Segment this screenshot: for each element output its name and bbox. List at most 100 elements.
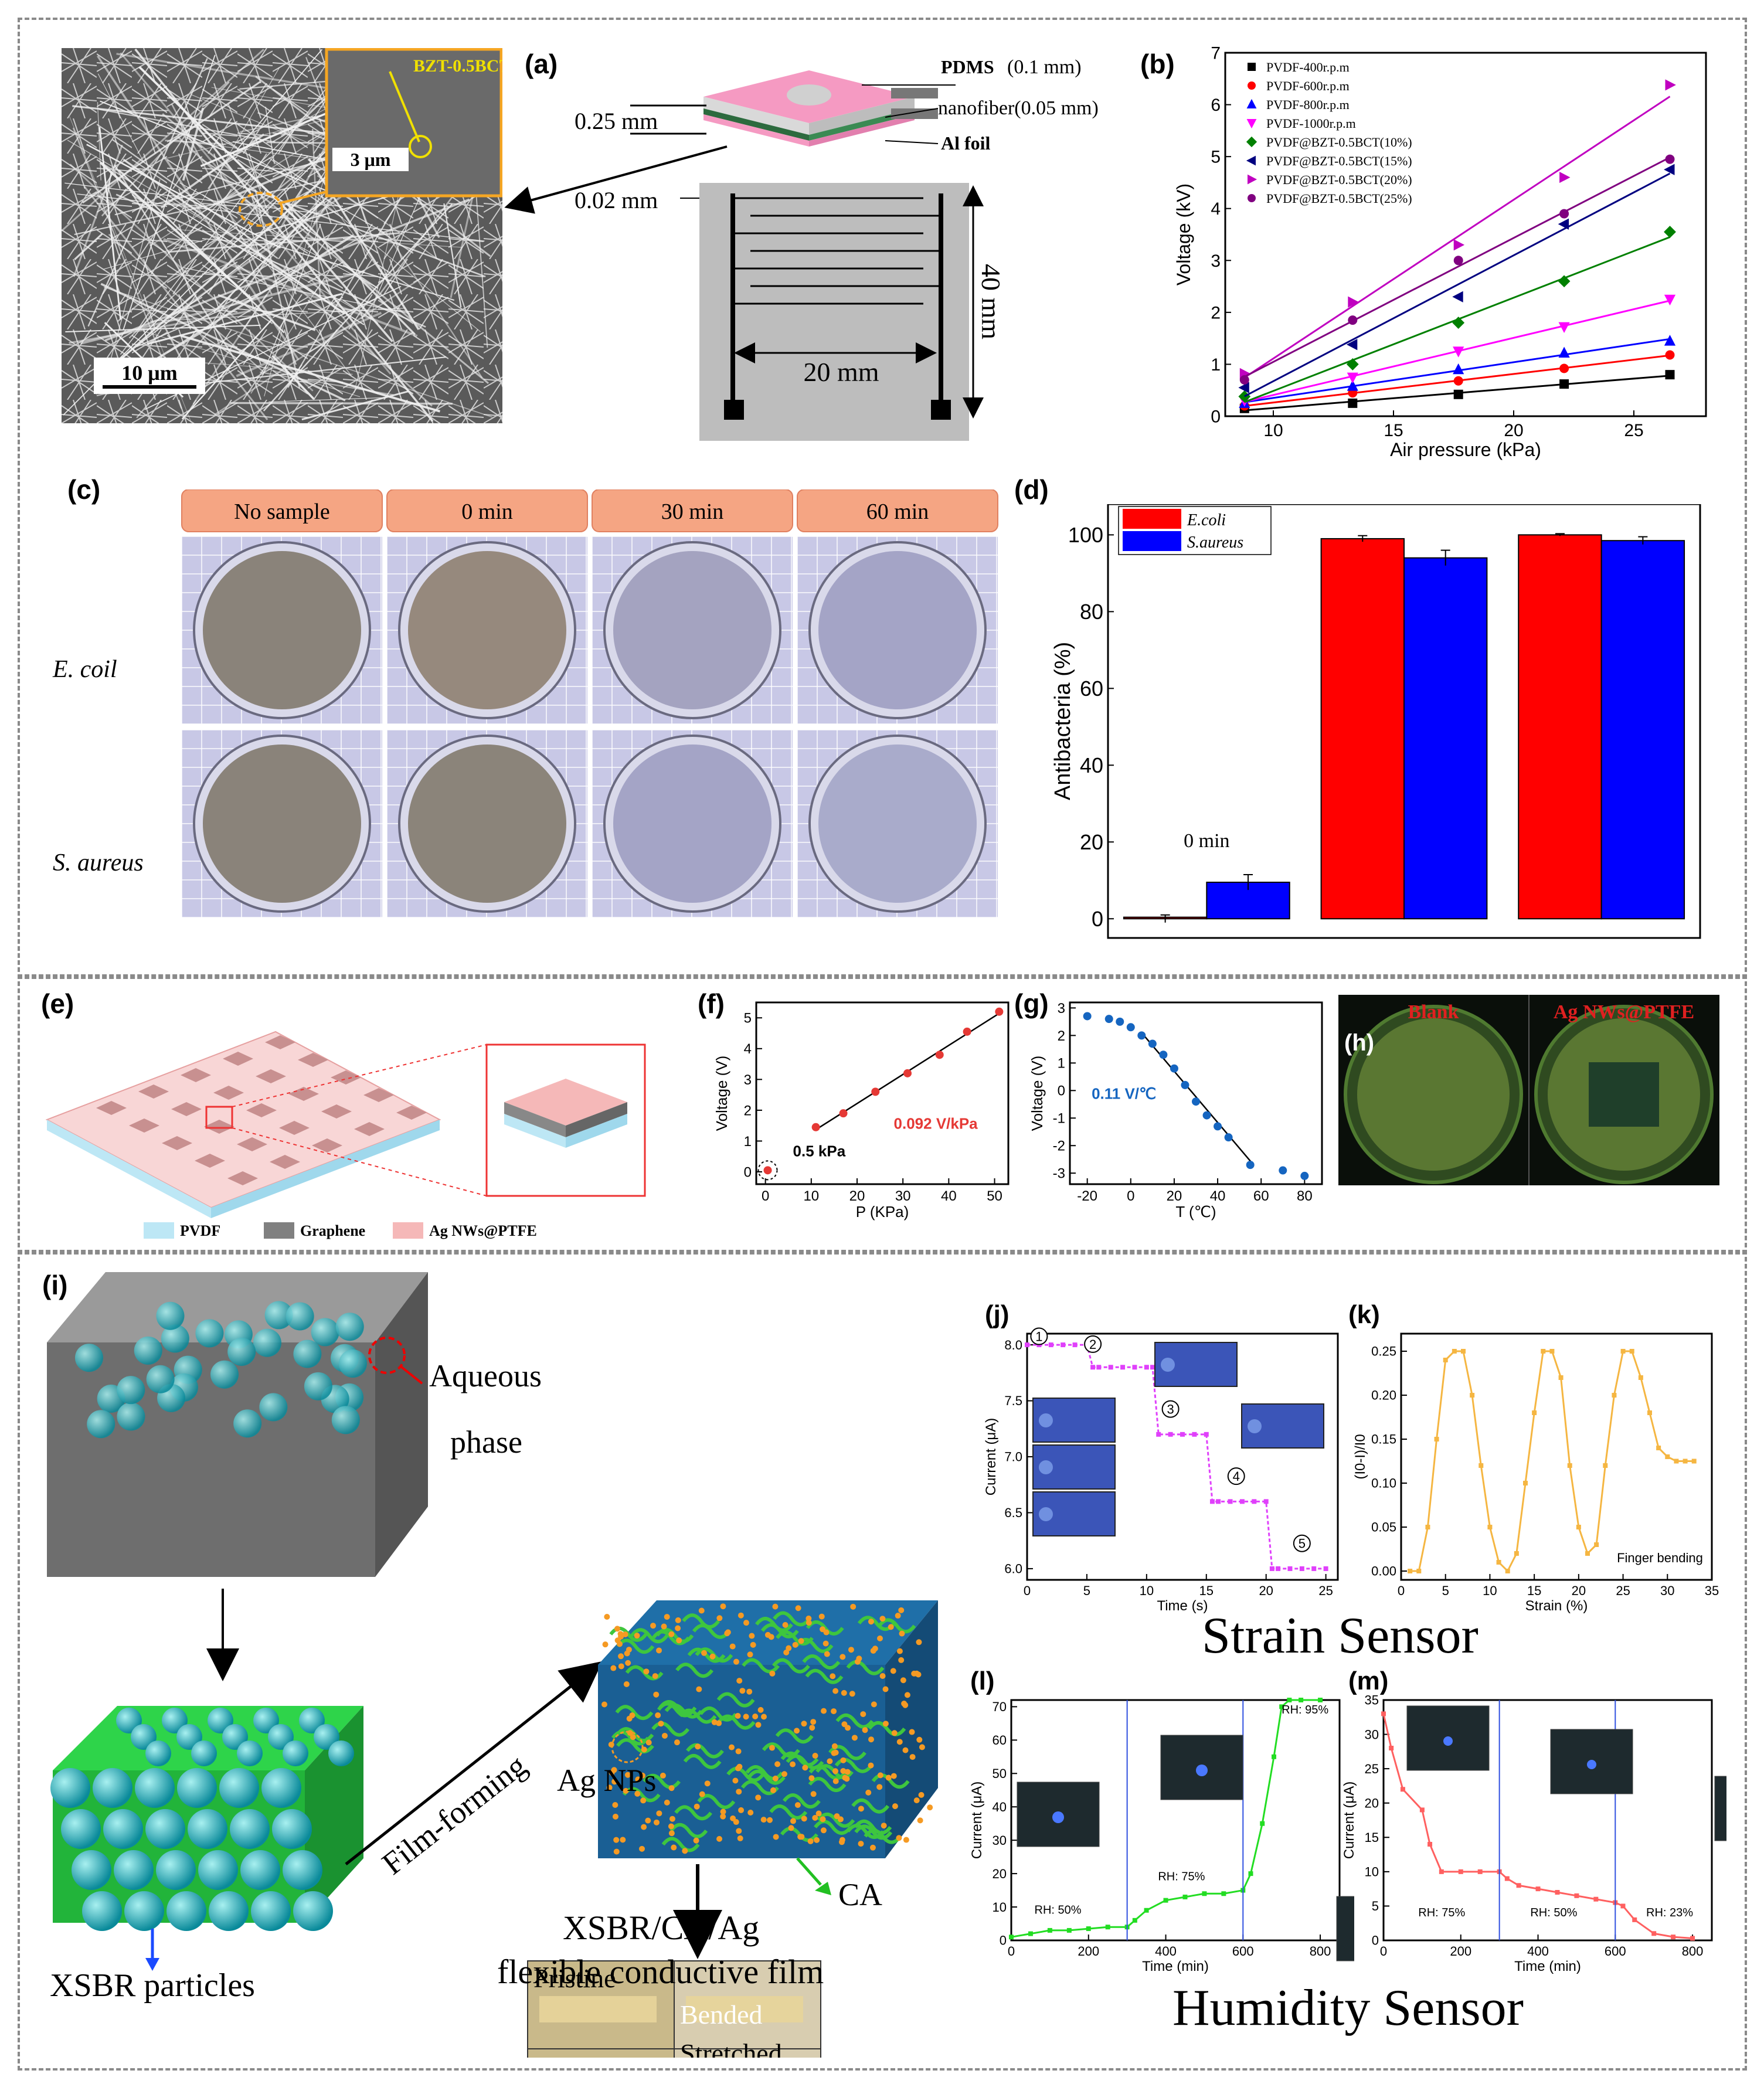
particle <box>335 1313 364 1341</box>
chart-l-xtick: 400 <box>1155 1944 1177 1959</box>
column-header <box>592 489 793 532</box>
data-point <box>1559 171 1571 183</box>
group-label: 0 min <box>1184 830 1229 852</box>
xsbr-particle <box>145 1809 185 1849</box>
legend-label: E.coli <box>1187 511 1226 529</box>
data-point <box>1066 1927 1072 1933</box>
data-point <box>1299 1698 1304 1702</box>
chart-m-xtick: 0 <box>1380 1944 1387 1959</box>
chart-m-ytick: 20 <box>1365 1796 1379 1810</box>
data-point <box>1683 1459 1688 1464</box>
chart-b-ytick: 3 <box>1211 251 1221 271</box>
data-point <box>1674 1459 1679 1464</box>
data-point <box>1651 1931 1657 1936</box>
data-point <box>1126 1023 1135 1032</box>
chart-b-xlabel: Air pressure (kPa) <box>1390 439 1541 460</box>
sensor-pixel <box>162 1136 192 1150</box>
data-point <box>1083 1012 1092 1021</box>
note-label: Finger bending <box>1617 1551 1703 1565</box>
photo-label: Stretched <box>680 2038 782 2058</box>
fit-line <box>1243 96 1671 379</box>
column-header-label: 0 min <box>461 499 513 524</box>
sensor-pixel <box>354 1122 385 1136</box>
data-point <box>1452 291 1463 302</box>
data-point <box>1025 1342 1029 1348</box>
chart-g-ytick: 3 <box>1058 1001 1065 1016</box>
chart-l-xtick: 600 <box>1232 1944 1254 1959</box>
label-c: (c) <box>67 474 101 505</box>
legend-marker <box>1246 155 1256 166</box>
sensor-array-schematic: PVDF Graphene Ag NWs@PTFE <box>45 1031 646 1239</box>
threshold-label: 0.5 kPa <box>793 1143 846 1160</box>
legend-label: Ag NWs@PTFE <box>429 1222 537 1239</box>
particle <box>146 1365 175 1393</box>
chart-g-xlabel: T (℃) <box>1175 1203 1216 1221</box>
film-title-1: XSBR/CA/Ag <box>563 1909 760 1947</box>
chart-m-xtick: 800 <box>1682 1944 1704 1959</box>
column-header <box>181 489 383 532</box>
data-point <box>1549 1349 1555 1354</box>
data-point <box>1664 226 1676 238</box>
data-point <box>1148 1039 1157 1048</box>
data-point <box>1047 1927 1052 1933</box>
particle <box>253 1328 281 1357</box>
data-point <box>1477 1869 1483 1874</box>
column-header-label: 30 min <box>661 499 724 524</box>
bar <box>1320 538 1405 920</box>
data-point <box>1558 275 1571 288</box>
data-point <box>1168 1432 1173 1437</box>
layer-pdms-thick: (0.1 mm) <box>1007 56 1082 78</box>
xsbr-particle <box>230 1809 270 1849</box>
chart-j-ytick: 7.0 <box>1004 1450 1022 1464</box>
chart-b-ytick: 7 <box>1211 47 1221 63</box>
chart-m-ytick: 30 <box>1365 1727 1379 1742</box>
data-point <box>1224 1133 1233 1142</box>
chart-j-ytick: 7.5 <box>1004 1393 1022 1408</box>
xsbr-particle <box>261 1768 301 1808</box>
data-point <box>1594 1542 1599 1547</box>
label-b: (b) <box>1140 49 1175 79</box>
bar <box>1600 540 1685 920</box>
legend-label: PVDF-1000r.p.m <box>1266 116 1356 131</box>
data-point <box>1665 1454 1670 1459</box>
xsbr-particle <box>188 1809 227 1849</box>
inset-label: BZT-0.5BCT <box>413 56 502 76</box>
chart-l-ytick: 10 <box>993 1900 1007 1915</box>
legend-label: PVDF <box>180 1222 220 1239</box>
photo-label: Pristine <box>533 1963 616 1993</box>
legend-label: Graphene <box>300 1222 365 1239</box>
data-point <box>1170 1064 1178 1073</box>
data-point <box>1347 372 1358 383</box>
data-point <box>1425 1525 1430 1529</box>
chart-d-ytick: 60 <box>1080 676 1103 701</box>
chart-m-xtick: 400 <box>1527 1944 1549 1959</box>
column-header <box>797 489 998 532</box>
chart-d-ytick: 40 <box>1080 753 1103 777</box>
chart-d-ylabel: Antibacteria (%) <box>1051 642 1075 800</box>
chart-l-ylabel: Current (μA) <box>969 1782 985 1859</box>
data-point <box>1690 1936 1695 1941</box>
step-marker <box>1030 1327 1048 1345</box>
blank-label: Blank <box>1408 1001 1459 1023</box>
chart-j-ytick: 8.0 <box>1004 1338 1022 1352</box>
step-label: 4 <box>1233 1469 1240 1484</box>
xsbr-particle <box>240 1850 280 1890</box>
chart-f-xtick: 20 <box>849 1188 865 1204</box>
sensor-pixel <box>237 1137 267 1151</box>
xsbr-particle <box>61 1809 101 1849</box>
data-point <box>1276 1566 1281 1571</box>
circuit-photo <box>1714 1776 1726 1841</box>
ag-nps-label: Ag NPs <box>557 1763 657 1798</box>
data-point <box>1287 1566 1293 1571</box>
data-point <box>1116 1017 1124 1026</box>
data-point <box>1239 1499 1245 1504</box>
data-point <box>1632 1917 1637 1922</box>
sensor-pixel <box>331 1070 361 1085</box>
inhibition-plates: Blank Ag NWs@PTFE (h) <box>1338 995 1719 1185</box>
data-point <box>1427 1842 1433 1847</box>
sensor-pixel <box>138 1085 169 1099</box>
row-label: S. aureus <box>53 849 144 876</box>
data-point <box>1574 1893 1579 1898</box>
chart-f-ytick: 3 <box>744 1072 752 1088</box>
data-point <box>1346 339 1358 351</box>
